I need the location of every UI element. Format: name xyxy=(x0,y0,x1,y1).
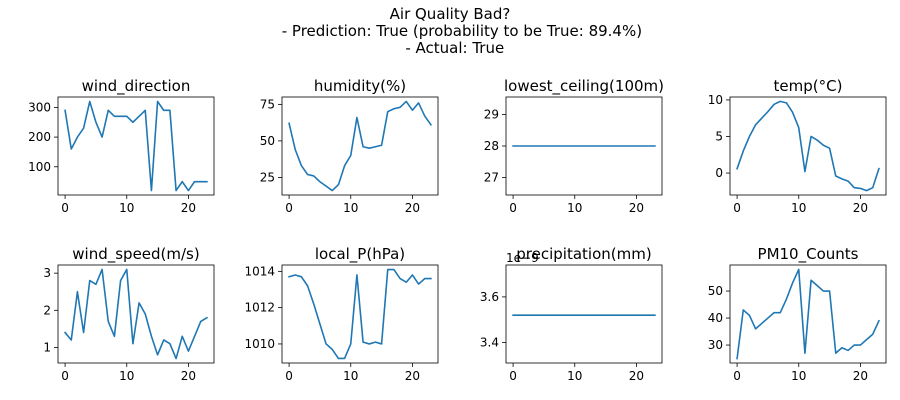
subplot-title: wind_speed(m/s) xyxy=(72,245,199,264)
axes-frame xyxy=(57,264,215,364)
series-line xyxy=(288,268,432,360)
x-tick-label: 20 xyxy=(405,201,420,215)
x-tick-label: 10 xyxy=(119,369,134,383)
y-tick-label: 40 xyxy=(708,311,723,325)
x-tick-label: 20 xyxy=(629,369,644,383)
subplot-temp-c: temp(°C) 0 10 20 0 5 10 xyxy=(708,77,887,215)
x-tick-label: 10 xyxy=(567,201,582,215)
series-line xyxy=(63,268,209,360)
x-tick-label: 20 xyxy=(181,369,196,383)
x-tick-label: 10 xyxy=(791,201,806,215)
y-tick-label: 1012 xyxy=(244,301,275,315)
y-tick-label: 200 xyxy=(28,130,51,144)
subplot-title: lowest_ceiling(100m) xyxy=(504,77,664,96)
y-tick-label: 1010 xyxy=(244,337,275,351)
subplot-precipitation-mm: precipitation(mm) 0 10 20 3.4 3.6 1e−9 xyxy=(480,245,663,383)
axes-frame xyxy=(505,96,663,196)
x-tick-label: 10 xyxy=(119,201,134,215)
axes-frame xyxy=(281,264,439,364)
subplot-title: precipitation(mm) xyxy=(516,245,651,263)
y-tick-label: 30 xyxy=(708,338,723,352)
y-tick-label: 50 xyxy=(708,284,723,298)
y-offset-label: 1e−9 xyxy=(506,251,539,265)
y-tick-label: 2 xyxy=(43,303,51,317)
subplot-wind-direction: wind_direction 0 10 20 100 200 300 xyxy=(28,77,215,215)
y-tick-label: 27 xyxy=(484,171,499,185)
y-tick-label: 300 xyxy=(28,100,51,114)
suptitle-line-3: - Actual: True xyxy=(395,39,505,57)
axes-frame xyxy=(57,96,215,196)
x-tick-label: 20 xyxy=(853,201,868,215)
subplot-title: PM10_Counts xyxy=(758,245,859,264)
y-tick-label: 5 xyxy=(715,129,723,143)
subplot-humidity: humidity(%) 0 10 20 25 50 75 xyxy=(260,77,439,215)
series-line xyxy=(64,100,208,192)
axes-frame xyxy=(505,264,663,364)
y-tick-label: 0 xyxy=(715,166,723,180)
x-tick-label: 10 xyxy=(343,201,358,215)
x-tick-label: 0 xyxy=(733,201,741,215)
y-tick-label: 50 xyxy=(260,134,275,148)
x-tick-label: 20 xyxy=(181,201,196,215)
y-tick-label: 1 xyxy=(43,340,51,354)
series-line xyxy=(736,100,880,192)
series-line xyxy=(736,268,880,360)
subplot-title: temp(°C) xyxy=(774,77,843,95)
suptitle-line-1: Air Quality Bad? xyxy=(389,5,511,23)
y-tick-label: 28 xyxy=(484,139,499,153)
x-tick-label: 0 xyxy=(509,201,517,215)
x-tick-label: 10 xyxy=(343,369,358,383)
x-tick-label: 0 xyxy=(285,201,293,215)
y-tick-label: 25 xyxy=(260,170,275,184)
x-tick-label: 20 xyxy=(405,369,420,383)
y-tick-label: 75 xyxy=(260,97,275,111)
subplot-lowest-ceiling-100m: lowest_ceiling(100m) 0 10 20 27 28 29 xyxy=(484,77,664,215)
subplot-title: wind_direction xyxy=(82,77,191,96)
y-tick-label: 10 xyxy=(708,93,723,107)
y-tick-label: 100 xyxy=(28,160,51,174)
x-tick-label: 0 xyxy=(733,369,741,383)
x-tick-label: 10 xyxy=(791,369,806,383)
subplot-wind-speed-m-s: wind_speed(m/s) 0 10 20 1 2 3 xyxy=(43,245,215,383)
x-tick-label: 0 xyxy=(61,201,69,215)
subplot-title: local_P(hPa) xyxy=(315,245,405,264)
y-tick-label: 29 xyxy=(484,107,499,121)
suptitle-line-2: - Prediction: True (probability to be Tr… xyxy=(257,22,643,40)
x-tick-label: 10 xyxy=(567,369,582,383)
axes-frame xyxy=(729,96,887,196)
subplot-title: humidity(%) xyxy=(314,77,406,95)
axes-frame xyxy=(729,264,887,364)
subplot-local-p-hpa: local_P(hPa) 0 10 20 1010 1012 1014 xyxy=(244,245,439,383)
y-tick-label: 3.4 xyxy=(480,335,499,349)
y-tick-label: 1014 xyxy=(244,264,275,278)
y-tick-label: 3 xyxy=(43,266,51,280)
axes-frame xyxy=(281,96,439,196)
y-tick-label: 3.6 xyxy=(480,290,499,304)
x-tick-label: 0 xyxy=(285,369,293,383)
x-tick-label: 0 xyxy=(509,369,517,383)
subplot-pm10-counts: PM10_Counts 0 10 20 30 40 50 xyxy=(708,245,887,383)
x-tick-label: 20 xyxy=(629,201,644,215)
series-line xyxy=(288,100,433,192)
x-tick-label: 20 xyxy=(853,369,868,383)
x-tick-label: 0 xyxy=(61,369,69,383)
